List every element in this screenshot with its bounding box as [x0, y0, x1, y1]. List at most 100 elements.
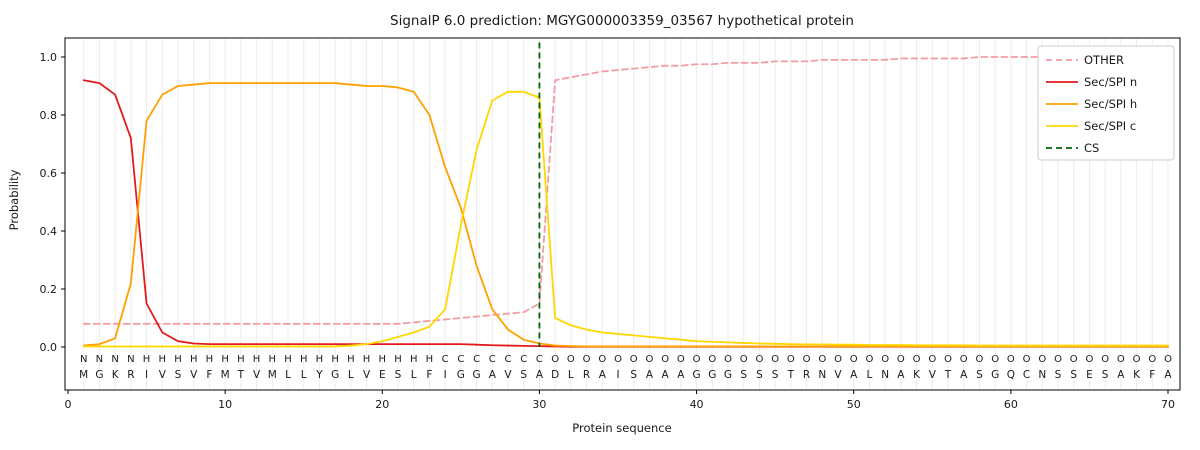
region-label: O: [1054, 354, 1062, 365]
series-line-sec-spi-c: [82, 90, 1169, 348]
sequence-letter: K: [913, 369, 921, 381]
sequence-letter: G: [457, 369, 465, 381]
sequence-letter: F: [426, 369, 432, 381]
region-label: O: [693, 354, 701, 365]
region-label: O: [913, 354, 921, 365]
sequence-letter: Q: [1007, 369, 1015, 381]
sequence-letter: F: [1149, 369, 1155, 381]
chart-title: SignalP 6.0 prediction: MGYG000003359_03…: [390, 13, 854, 29]
sequence-letter: T: [237, 369, 245, 381]
sequence-letter: R: [803, 369, 810, 381]
sequence-letter: A: [850, 369, 858, 381]
region-label: O: [771, 354, 779, 365]
sequence-letter: S: [175, 369, 182, 381]
region-label: C: [457, 354, 464, 365]
sequence-letter: T: [787, 369, 795, 381]
sequence-letter: G: [473, 369, 481, 381]
sequence-letter: V: [929, 369, 937, 381]
sequence-letter: A: [662, 369, 670, 381]
sequence-letter: S: [520, 369, 527, 381]
sequence-letter: E: [379, 369, 386, 381]
region-label: O: [1007, 354, 1015, 365]
sequence-letter: I: [444, 369, 447, 381]
region-label: O: [1117, 354, 1125, 365]
region-label: O: [630, 354, 638, 365]
sequence-letter: N: [1038, 369, 1046, 381]
sequence-letter: D: [551, 369, 559, 381]
region-label: C: [505, 354, 512, 365]
sequence-letter: F: [206, 369, 212, 381]
legend-label: Sec/SPI h: [1084, 97, 1137, 111]
sequence-letter: S: [1055, 369, 1062, 381]
sequence-letter: V: [253, 369, 261, 381]
sequence-letter: G: [693, 369, 701, 381]
region-label: O: [1133, 354, 1141, 365]
region-label: H: [221, 354, 229, 365]
region-label: H: [269, 354, 277, 365]
region-label: O: [740, 354, 748, 365]
region-label: C: [442, 354, 449, 365]
sequence-letter: L: [866, 369, 872, 381]
series-line-other: [82, 56, 1169, 325]
sequence-letter: L: [411, 369, 417, 381]
sequence-letters: NMNGNKNRHIHVHSHVHFHMHTHVHMHLHLHYHGHLHVHE…: [79, 354, 1172, 381]
region-label: O: [991, 354, 999, 365]
plot-frame: [64, 37, 1181, 391]
sequence-letter: K: [1133, 369, 1141, 381]
x-tick-label: 0: [65, 398, 72, 411]
region-label: O: [583, 354, 591, 365]
region-label: O: [677, 354, 685, 365]
region-label: H: [347, 354, 355, 365]
legend-label: Sec/SPI n: [1084, 75, 1137, 89]
region-label: N: [111, 354, 118, 365]
region-label: O: [1164, 354, 1172, 365]
region-label: O: [567, 354, 575, 365]
region-label: H: [410, 354, 418, 365]
region-label: O: [598, 354, 606, 365]
region-label: O: [708, 354, 716, 365]
sequence-letter: S: [740, 369, 747, 381]
sequence-letter: A: [489, 369, 497, 381]
region-label: C: [489, 354, 496, 365]
y-tick-label: 0.4: [40, 225, 58, 238]
region-label: N: [96, 354, 103, 365]
region-label: C: [520, 354, 527, 365]
legend-label: OTHER: [1084, 53, 1124, 67]
series-line-sec-spi-n: [82, 79, 1169, 348]
x-tick-label: 20: [375, 398, 389, 411]
region-label: H: [300, 354, 308, 365]
sequence-letter: M: [221, 369, 230, 381]
sequence-letter: A: [1164, 369, 1172, 381]
region-label: O: [1148, 354, 1156, 365]
region-label: H: [363, 354, 371, 365]
legend-label: Sec/SPI c: [1084, 119, 1136, 133]
sequence-letter: A: [897, 369, 905, 381]
region-label: O: [755, 354, 763, 365]
sequence-letter: S: [1070, 369, 1077, 381]
region-label: H: [190, 354, 198, 365]
sequence-letter: T: [944, 369, 952, 381]
sequence-letter: S: [395, 369, 402, 381]
y-tick-label: 0.0: [40, 341, 58, 354]
x-tick-label: 50: [847, 398, 861, 411]
x-tick-label: 30: [532, 398, 546, 411]
sequence-letter: S: [1102, 369, 1109, 381]
region-label: O: [661, 354, 669, 365]
sequence-letter: G: [724, 369, 732, 381]
gridlines: [83, 38, 1169, 390]
region-label: O: [1038, 354, 1046, 365]
sequence-letter: L: [568, 369, 574, 381]
region-label: H: [331, 354, 339, 365]
region-label: O: [897, 354, 905, 365]
region-label: H: [143, 354, 151, 365]
y-tick-label: 1.0: [40, 51, 58, 64]
sequence-letter: A: [646, 369, 654, 381]
region-label: O: [1023, 354, 1031, 365]
sequence-letter: M: [268, 369, 277, 381]
region-label: H: [394, 354, 402, 365]
region-label: O: [881, 354, 889, 365]
sequence-letter: V: [363, 369, 371, 381]
region-label: O: [865, 354, 873, 365]
y-tick-label: 0.8: [40, 109, 58, 122]
